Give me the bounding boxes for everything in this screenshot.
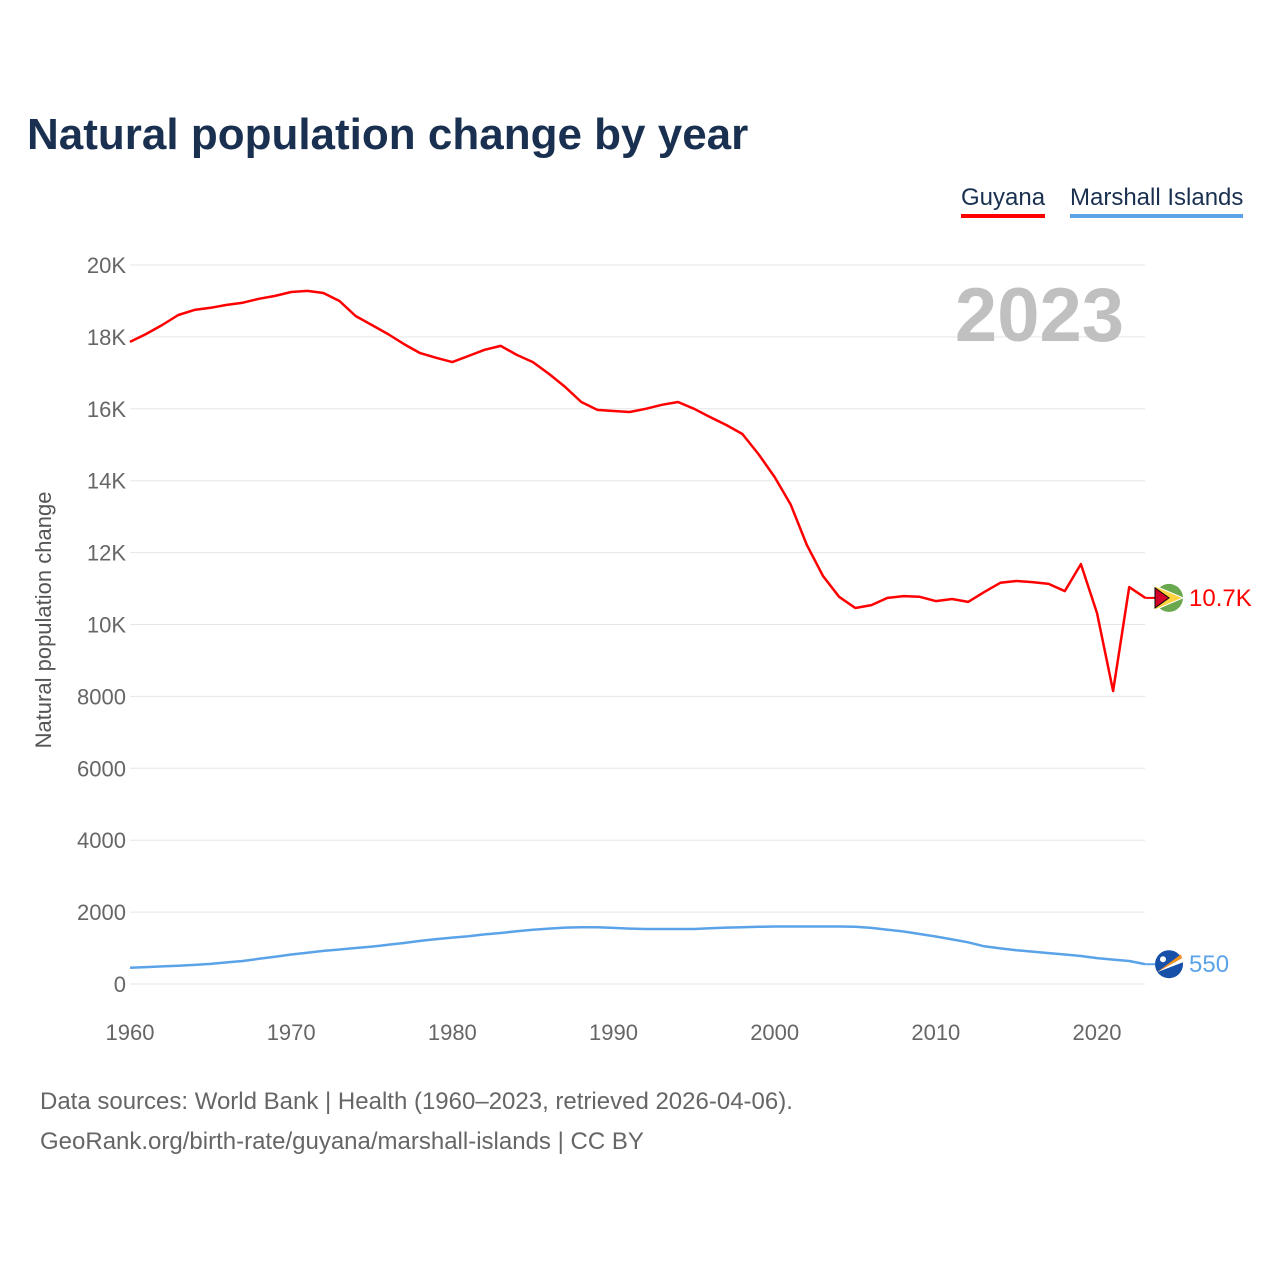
guyana-flag-icon — [1154, 583, 1185, 612]
y-tick-label: 0 — [114, 972, 126, 997]
y-tick-label: 2000 — [77, 900, 126, 925]
y-tick-label: 18K — [87, 325, 126, 350]
y-tick-label: 8000 — [77, 684, 126, 709]
legend-item-guyana[interactable]: Guyana — [961, 184, 1046, 218]
y-tick-label: 4000 — [77, 828, 126, 853]
legend-item-marshall-islands[interactable]: Marshall Islands — [1070, 184, 1244, 218]
x-tick-label: 2000 — [750, 1020, 799, 1045]
x-tick-label: 1960 — [106, 1020, 155, 1045]
x-tick-label: 2010 — [911, 1020, 960, 1045]
series-line-guyana — [129, 289, 1146, 693]
end-value-label: 10.7K — [1189, 585, 1252, 612]
year-watermark: 2023 — [954, 273, 1124, 358]
y-tick-label: 10K — [87, 613, 126, 638]
y-tick-label: 16K — [87, 397, 126, 422]
footer-link[interactable]: GeoRank.org/birth-rate/guyana/marshall-i… — [40, 1128, 644, 1155]
marshall-islands-flag-icon — [1155, 950, 1183, 979]
end-value-label: 550 — [1189, 951, 1229, 978]
x-tick-label: 1970 — [267, 1020, 316, 1045]
x-tick-label: 1980 — [428, 1020, 477, 1045]
y-tick-label: 20K — [87, 253, 126, 278]
y-tick-label: 6000 — [77, 756, 126, 781]
y-tick-label: 12K — [87, 541, 126, 566]
chart-title: Natural population change by year — [27, 110, 749, 159]
x-tick-label: 1990 — [589, 1020, 638, 1045]
series-line-marshall-islands — [129, 925, 1146, 970]
footer-sources: Data sources: World Bank | Health (1960–… — [40, 1088, 793, 1115]
y-tick-label: 14K — [87, 469, 126, 494]
x-tick-label: 2020 — [1073, 1020, 1122, 1045]
